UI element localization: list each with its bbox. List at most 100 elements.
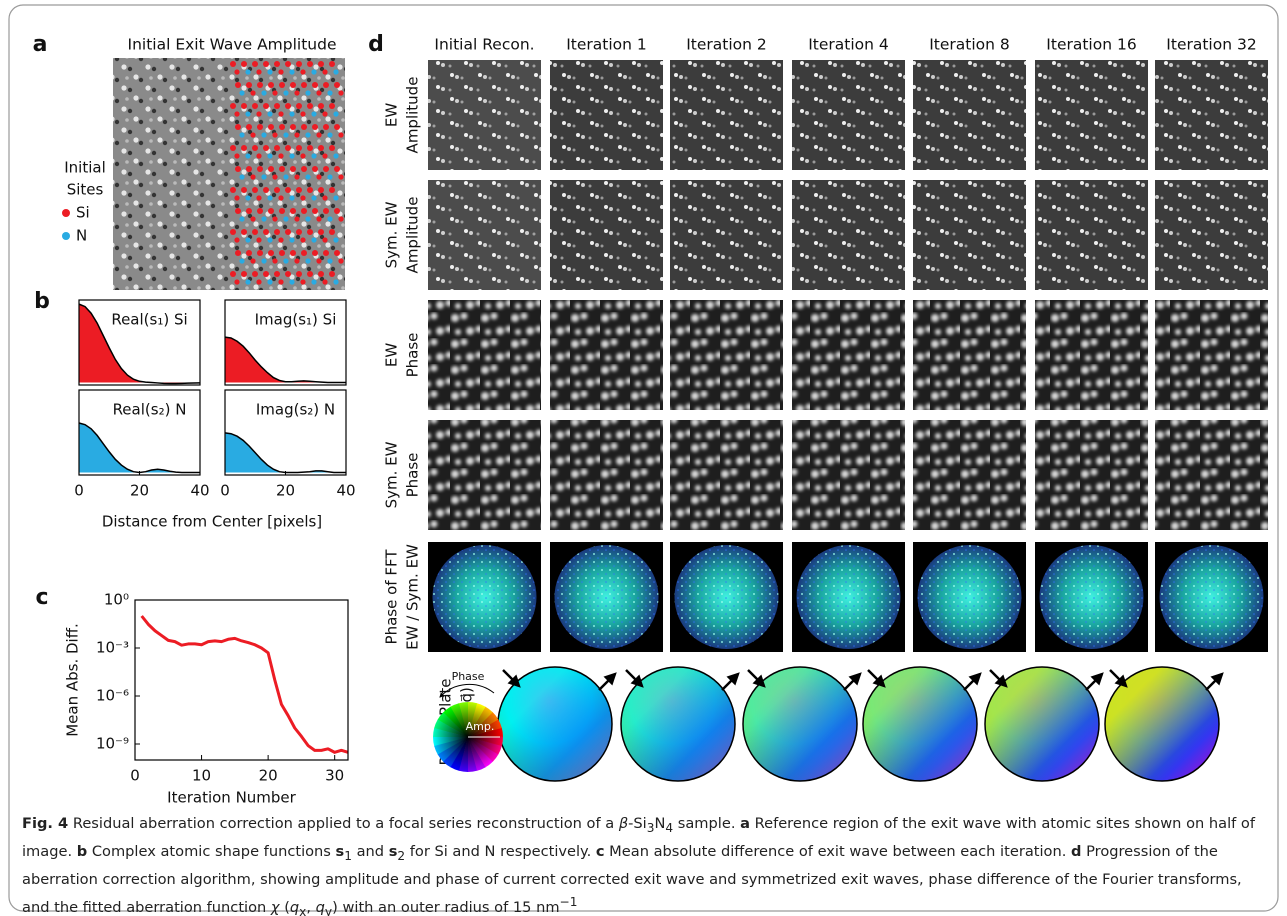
row-label: Amplitude	[404, 197, 422, 274]
site	[305, 258, 311, 264]
caption-text: 4	[665, 820, 674, 835]
arrow	[502, 669, 521, 688]
site	[274, 145, 280, 151]
site	[252, 271, 258, 277]
panel-label: c	[35, 585, 48, 610]
phase-plate-rim	[862, 666, 978, 782]
caption-text: Progression of the aberration correction…	[22, 842, 1242, 916]
site	[307, 187, 313, 193]
chart-title: Real(s₂) N	[113, 401, 187, 419]
site	[250, 132, 256, 138]
site	[285, 187, 291, 193]
y-axis-label: Mean Abs. Diff.	[64, 623, 82, 737]
site	[289, 153, 295, 159]
plot-frame	[224, 299, 347, 386]
site	[245, 195, 251, 201]
site	[294, 216, 300, 222]
site	[301, 250, 307, 256]
site	[252, 145, 258, 151]
site	[327, 90, 333, 96]
column-header: Iteration 8	[929, 36, 1010, 54]
site	[338, 174, 344, 180]
site	[256, 195, 262, 201]
site	[272, 90, 278, 96]
site	[316, 174, 322, 180]
site	[283, 174, 289, 180]
image-tile	[1155, 180, 1268, 290]
site	[234, 237, 240, 243]
site	[305, 132, 311, 138]
column-header: Iteration 4	[808, 36, 889, 54]
row-label: EW	[383, 343, 401, 367]
caption-text: x	[299, 904, 307, 916]
site	[318, 229, 324, 235]
site	[256, 279, 262, 285]
site	[246, 124, 252, 130]
x-tick-label: 40	[336, 482, 355, 500]
site	[246, 82, 252, 88]
site	[257, 82, 263, 88]
site	[327, 132, 333, 138]
panel-label: d	[368, 32, 384, 57]
site	[329, 61, 335, 67]
panel-title: Initial Exit Wave Amplitude	[128, 36, 337, 54]
site	[272, 216, 278, 222]
site	[234, 195, 240, 201]
caption-text: b	[76, 842, 88, 860]
site	[338, 258, 344, 264]
arrow	[843, 672, 862, 691]
site	[239, 174, 245, 180]
site	[300, 153, 306, 159]
site	[245, 69, 251, 75]
site	[329, 145, 335, 151]
phase-plate-rim	[1104, 666, 1220, 782]
area	[79, 423, 200, 473]
image-tile	[913, 300, 1026, 410]
x-tick-label: 20	[259, 767, 278, 785]
site	[290, 166, 296, 172]
site	[246, 250, 252, 256]
site	[338, 90, 344, 96]
x-axis-label: Iteration Number	[167, 789, 296, 807]
arrow	[625, 669, 644, 688]
site	[294, 174, 300, 180]
fft-dots	[1039, 545, 1144, 649]
phase-plate-rim	[984, 666, 1100, 782]
caption-text: c	[595, 842, 605, 860]
legend-label: Si	[76, 204, 90, 222]
legend-title: Initial	[64, 159, 106, 177]
site	[279, 124, 285, 130]
caption-text: Residual aberration correction applied t…	[68, 815, 619, 832]
caption-text: Reference region of the exit wave with a…	[22, 815, 1255, 860]
site	[318, 187, 324, 193]
caption-text: d	[1071, 842, 1082, 860]
caption-text: Mean absolute difference of exit wave be…	[604, 842, 1071, 860]
site	[333, 153, 339, 159]
site	[305, 174, 311, 180]
site	[274, 103, 280, 109]
site	[257, 166, 263, 172]
site	[334, 124, 340, 130]
area	[79, 304, 200, 384]
site	[268, 166, 274, 172]
site	[322, 111, 328, 117]
fft-dots	[674, 545, 779, 649]
plot-frame	[78, 299, 201, 386]
site	[294, 90, 300, 96]
site	[323, 82, 329, 88]
image-tile	[913, 420, 1026, 530]
site	[268, 208, 274, 214]
site	[322, 279, 328, 285]
site	[322, 237, 328, 243]
caption-text: q	[289, 898, 300, 916]
site	[296, 103, 302, 109]
site	[246, 166, 252, 172]
phase-plate-shade	[1105, 667, 1219, 781]
site	[322, 195, 328, 201]
wheel-label: Phase	[452, 670, 485, 683]
site	[311, 111, 317, 117]
arrow	[963, 672, 982, 691]
site	[274, 271, 280, 277]
column-header: Iteration 2	[686, 36, 767, 54]
